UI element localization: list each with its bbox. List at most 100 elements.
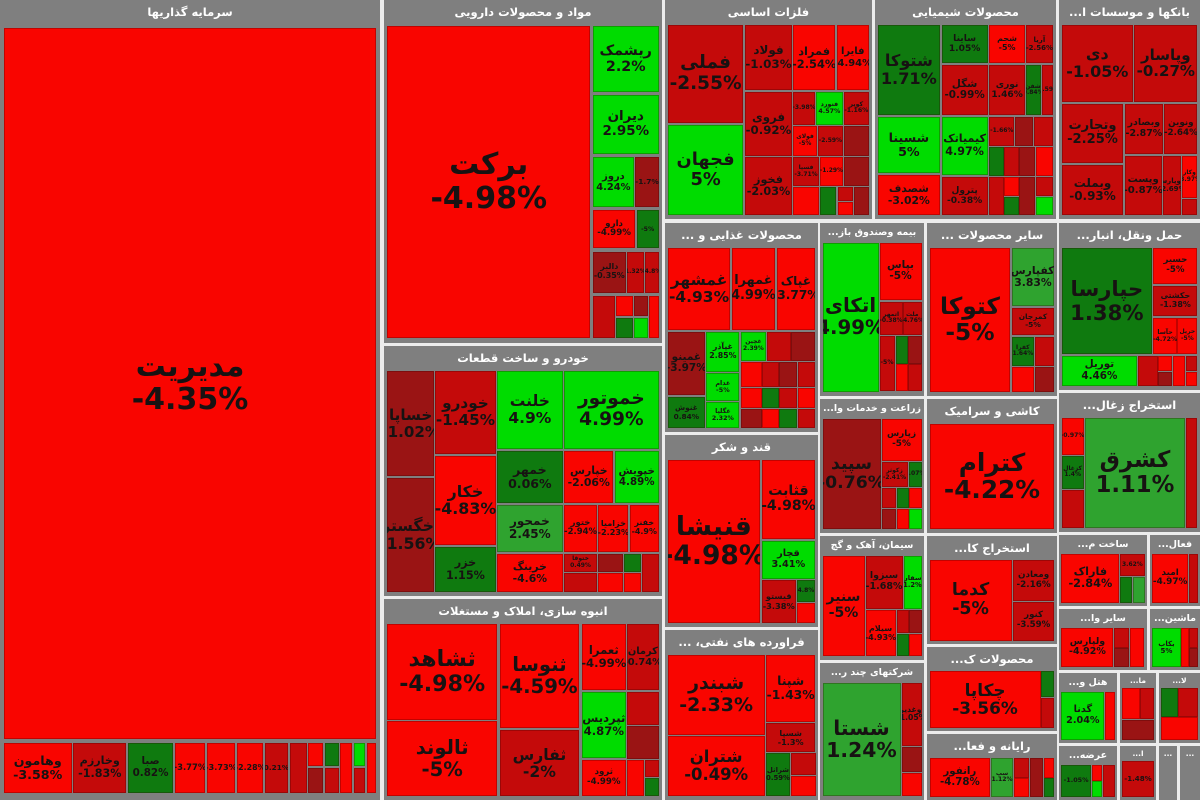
stock-tile-ومعادن[interactable]: ومعادن -2.16% — [1012, 560, 1055, 601]
stock-tile[interactable] — [1138, 355, 1158, 387]
stock-tile[interactable] — [1004, 146, 1019, 176]
stock-tile-ختوقا[interactable]: ختوقا 0.49% — [564, 553, 597, 572]
stock-tile[interactable] — [820, 187, 837, 216]
stock-tile-خپویش[interactable]: خپویش 4.89% — [614, 451, 659, 503]
stock-tile-خموتور[interactable]: خموتور 4.99% — [564, 371, 659, 450]
stock-tile-ثنوسا[interactable]: ثنوسا -4.59% — [499, 623, 580, 729]
stock-tile-فولاد[interactable]: فولاد -1.03% — [745, 24, 792, 91]
stock-tile-فجهان[interactable]: فجهان 5% — [668, 124, 744, 216]
stock-tile-توریل[interactable]: توریل 4.46% — [1061, 355, 1138, 387]
stock-tile[interactable] — [366, 742, 377, 794]
stock-tile-غمهرا[interactable]: غمهرا 4.99% — [731, 247, 776, 330]
stock-tile[interactable] — [644, 777, 659, 797]
stock-tile[interactable] — [633, 295, 648, 317]
stock-tile-حریل[interactable]: حریل -5% — [1177, 317, 1198, 355]
stock-tile[interactable]: -2.28% — [237, 742, 264, 794]
stock-tile[interactable] — [779, 388, 798, 409]
stock-tile[interactable] — [766, 331, 791, 361]
stock-tile[interactable] — [837, 187, 853, 201]
stock-tile-غپآذر[interactable]: غپآذر 2.85% — [706, 331, 740, 372]
stock-tile-حکشتی[interactable]: حکشتی -1.38% — [1153, 285, 1198, 317]
stock-tile[interactable] — [1015, 117, 1033, 146]
stock-tile-سنیر[interactable]: سنیر -5% — [822, 555, 865, 657]
stock-tile-ملت[interactable]: ملت-4.76% — [903, 301, 922, 335]
stock-tile-وبملت[interactable]: وبملت -0.93% — [1061, 165, 1124, 216]
stock-tile-برکت[interactable]: برکت -4.98% — [387, 25, 591, 339]
stock-tile[interactable] — [1189, 648, 1198, 667]
stock-tile[interactable] — [644, 759, 659, 777]
stock-tile[interactable]: -3.77% — [174, 742, 206, 794]
stock-tile[interactable] — [1189, 628, 1198, 648]
stock-tile[interactable] — [1034, 336, 1055, 366]
stock-tile[interactable] — [1120, 576, 1132, 603]
stock-tile[interactable]: -1.05% — [1061, 765, 1091, 797]
stock-tile[interactable] — [1188, 554, 1198, 603]
stock-tile[interactable] — [1030, 758, 1044, 797]
stock-tile[interactable] — [1102, 765, 1115, 797]
stock-tile-کرمان[interactable]: کرمان-0.74% — [627, 623, 659, 690]
stock-tile-سیلام[interactable]: سیلام -4.93% — [865, 609, 896, 657]
stock-tile[interactable] — [901, 746, 922, 773]
stock-tile[interactable] — [779, 361, 798, 388]
stock-tile-بکاب[interactable]: بکاب 5% — [1152, 628, 1181, 667]
stock-tile-خزامیا[interactable]: خزامیا -2.23% — [598, 504, 629, 552]
stock-tile[interactable] — [1004, 196, 1019, 216]
stock-tile[interactable] — [627, 759, 644, 797]
stock-tile-کترام[interactable]: کترام -4.22% — [929, 423, 1055, 530]
stock-tile[interactable] — [1139, 688, 1154, 720]
stock-tile-رانفور[interactable]: رانفور -4.78% — [929, 758, 991, 797]
stock-tile-کفپارس[interactable]: کفپارس 3.83% — [1011, 247, 1055, 307]
stock-tile-غپاک[interactable]: غپاک-3.77% — [776, 247, 816, 330]
stock-tile-شپنا[interactable]: شپنا -1.43% — [766, 654, 816, 722]
stock-tile[interactable] — [1091, 781, 1103, 797]
stock-tile-ولپارس[interactable]: ولپارس -4.92% — [1061, 628, 1114, 667]
stock-tile-دیران[interactable]: دیران 2.95% — [592, 95, 659, 154]
stock-tile[interactable] — [896, 609, 909, 634]
stock-tile-ثالوند[interactable]: ثالوند -5% — [387, 721, 497, 797]
stock-tile[interactable]: -2.59% — [818, 125, 843, 157]
stock-tile[interactable] — [598, 553, 623, 572]
stock-tile[interactable] — [308, 742, 324, 767]
stock-tile[interactable]: 1.32% — [627, 251, 644, 293]
stock-tile-شجم[interactable]: شجم -5% — [989, 24, 1025, 64]
stock-tile-نوری[interactable]: نوری 1.46% — [989, 65, 1025, 116]
stock-tile-وپاسار[interactable]: وپاسار -0.27% — [1134, 24, 1198, 102]
stock-tile[interactable] — [1043, 758, 1055, 778]
stock-tile-خزر[interactable]: خزر 1.15% — [435, 547, 496, 592]
stock-tile-سپید[interactable]: سپید-0.76% — [822, 418, 881, 530]
stock-tile-غچین[interactable]: غچین 2.39% — [740, 331, 767, 361]
stock-tile-کفرا[interactable]: کفرا 1.64% — [1011, 336, 1035, 366]
stock-tile-شسپا[interactable]: شسپا -1.3% — [766, 723, 816, 752]
stock-tile-وخارزم[interactable]: وخارزم -1.83% — [73, 742, 127, 794]
stock-tile-کویر[interactable]: کویر -1.16% — [843, 92, 869, 125]
stock-tile-سپ[interactable]: سپ 1.12% — [991, 758, 1013, 797]
stock-tile[interactable] — [908, 364, 922, 392]
stock-tile-ونوین[interactable]: ونوین -2.64% — [1164, 103, 1198, 154]
stock-tile-وبصادر[interactable]: وبصادر -2.87% — [1124, 103, 1164, 154]
stock-tile-ثفارس[interactable]: ثفارس -2% — [499, 730, 580, 797]
stock-tile[interactable] — [853, 187, 869, 216]
stock-tile-بپاس[interactable]: بپاس -5% — [879, 242, 922, 301]
stock-tile-حپارسا[interactable]: حپارسا 1.38% — [1061, 247, 1153, 355]
stock-tile-قنیشا[interactable]: قنیشا-4.98% — [667, 459, 761, 624]
stock-tile[interactable] — [896, 488, 909, 509]
stock-tile-قچار[interactable]: قچار 3.41% — [761, 540, 816, 579]
stock-tile[interactable] — [740, 408, 762, 429]
stock-tile[interactable] — [649, 295, 659, 339]
stock-tile[interactable] — [837, 201, 853, 216]
stock-tile-دروز[interactable]: دروز 4.24% — [592, 156, 634, 208]
stock-tile[interactable] — [909, 633, 922, 657]
stock-tile[interactable] — [1041, 671, 1055, 697]
stock-tile[interactable] — [325, 767, 339, 794]
stock-tile[interactable] — [798, 408, 816, 429]
stock-tile[interactable] — [624, 553, 641, 572]
stock-tile-وپست[interactable]: وپست -0.87% — [1124, 155, 1162, 216]
stock-tile-امید[interactable]: امید -4.97% — [1152, 554, 1189, 603]
stock-tile-دی[interactable]: دی -1.05% — [1061, 24, 1133, 102]
stock-tile-شسینا[interactable]: شسینا 5% — [877, 117, 940, 173]
stock-tile[interactable] — [762, 408, 779, 429]
stock-tile[interactable] — [1011, 366, 1035, 392]
stock-tile-ریشمک[interactable]: ریشمک 2.2% — [592, 25, 659, 92]
stock-tile-غمشهر[interactable]: غمشهر -4.93% — [667, 247, 731, 330]
stock-tile-کدما[interactable]: کدما -5% — [929, 560, 1012, 641]
